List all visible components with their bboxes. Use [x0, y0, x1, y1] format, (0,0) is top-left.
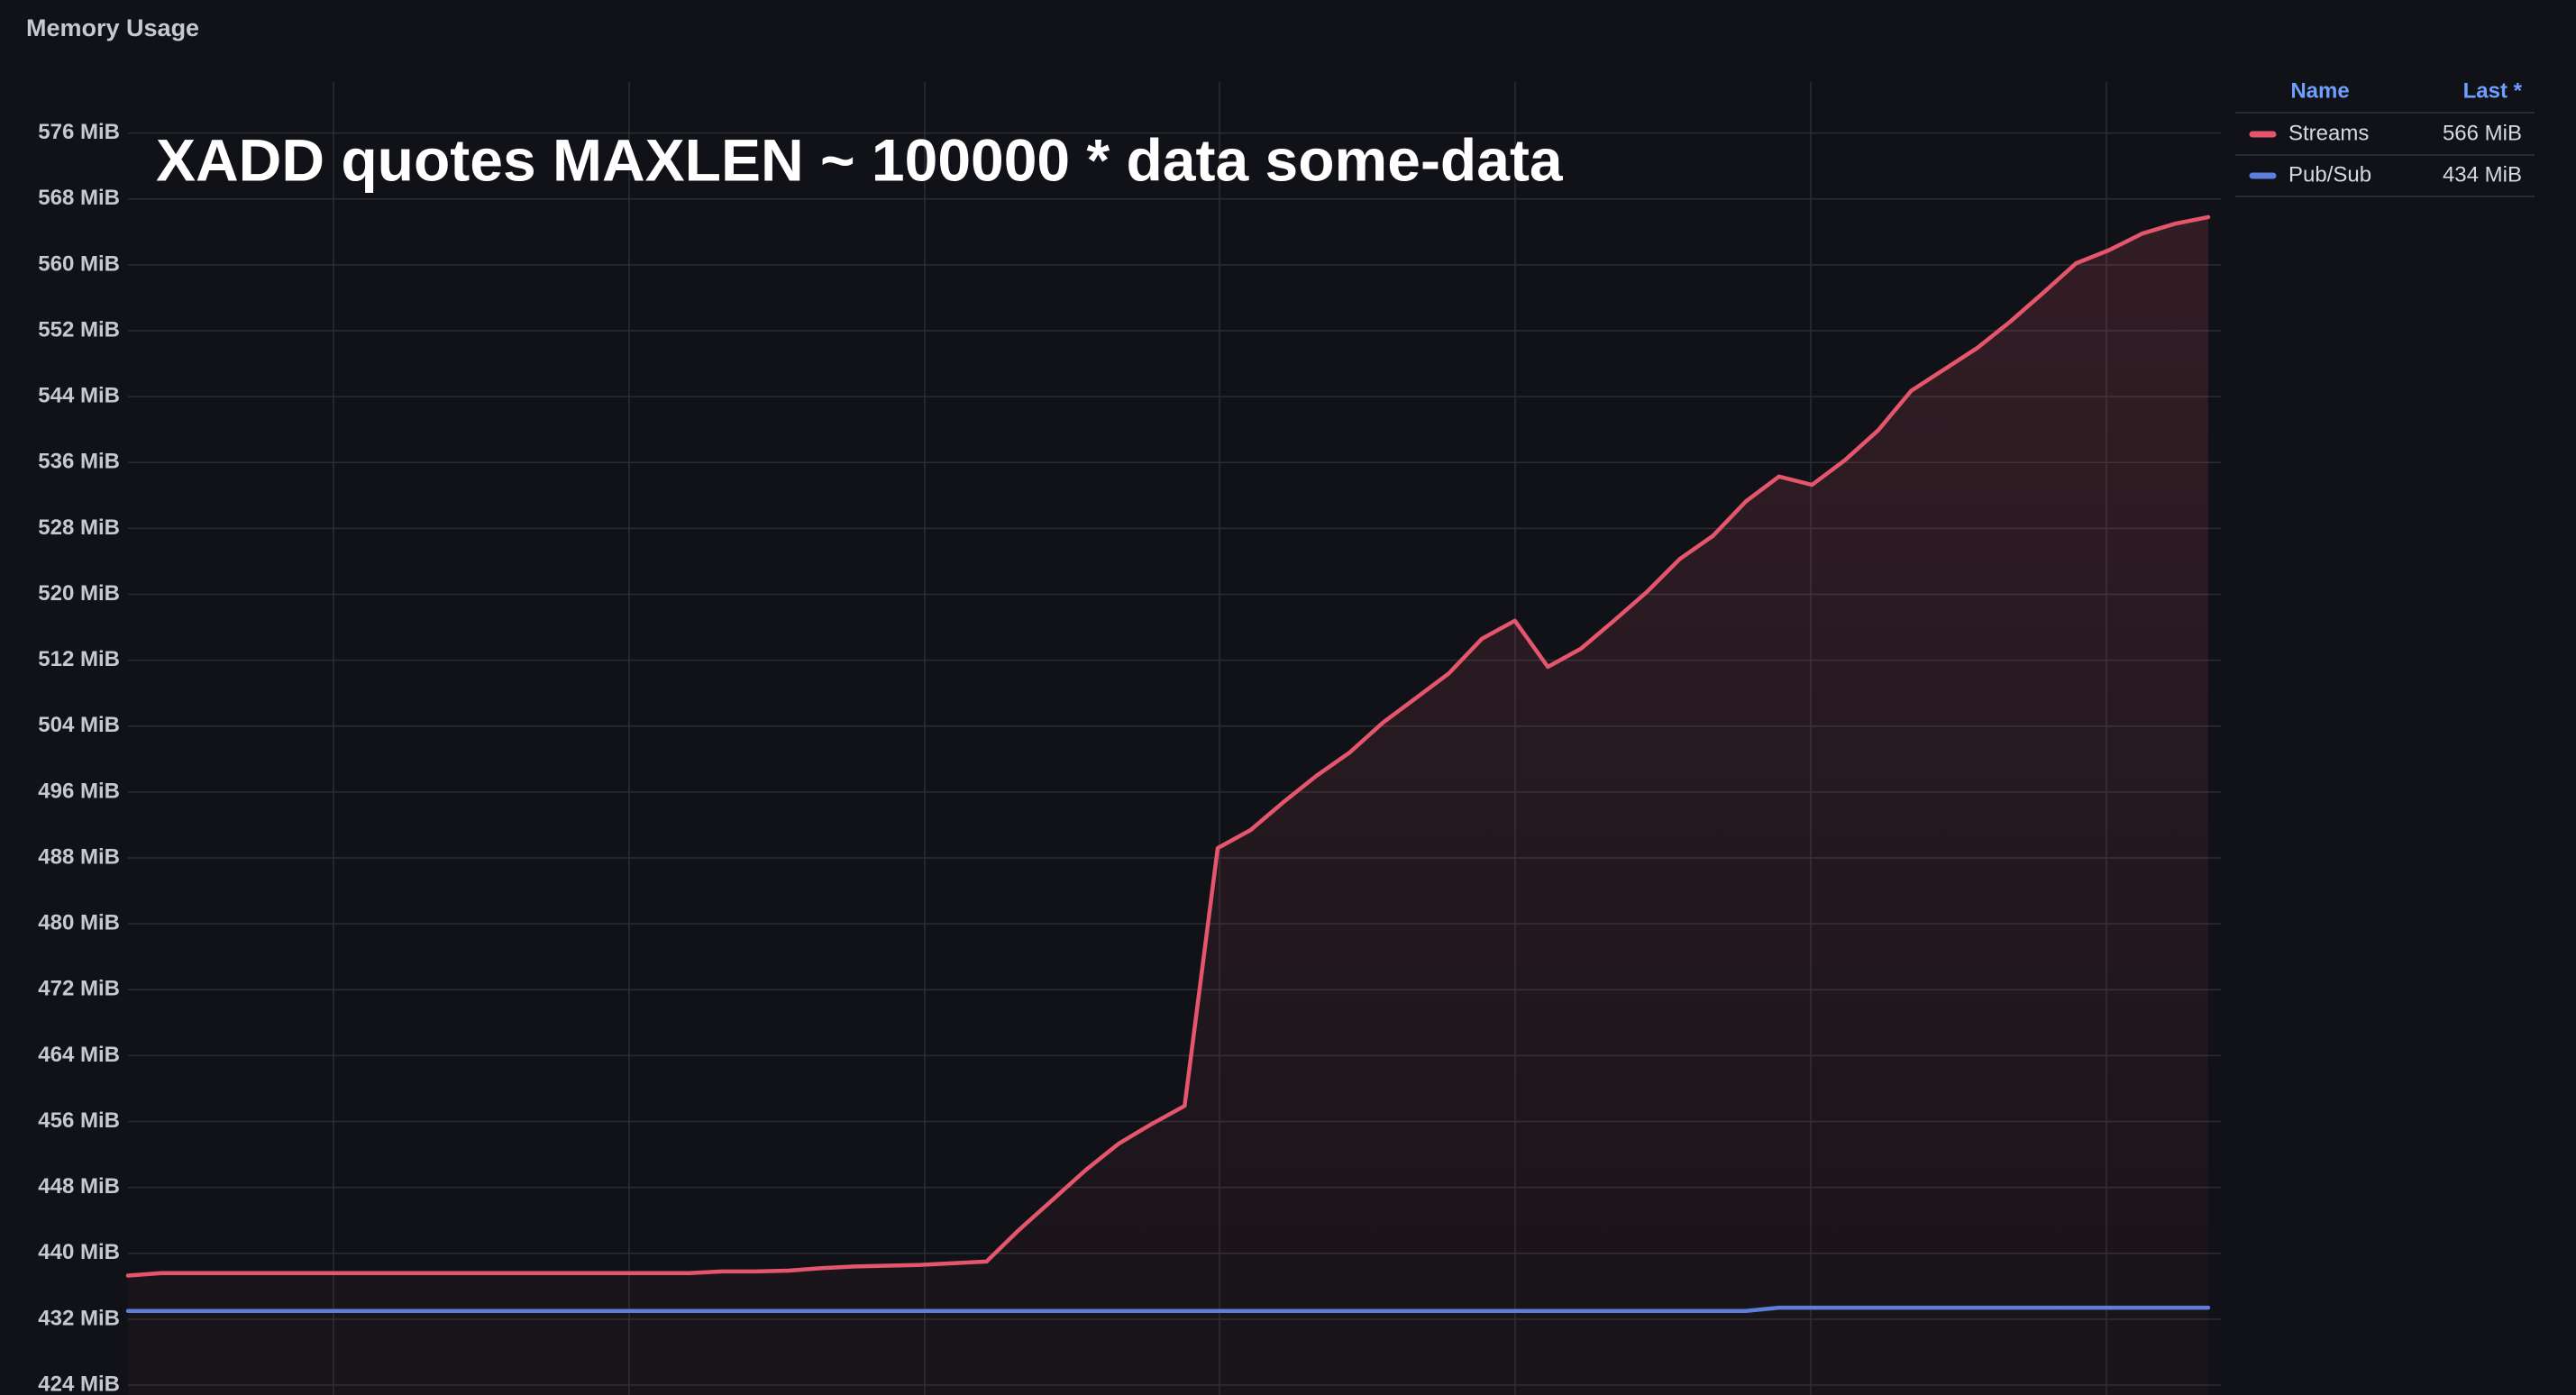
y-tick-label: 432 MiB: [38, 1306, 120, 1330]
legend-header: Name: [2290, 78, 2349, 103]
y-tick-label: 528 MiB: [38, 515, 120, 540]
legend-last: 566 MiB: [2443, 121, 2522, 145]
y-tick-label: 488 MiB: [38, 844, 120, 869]
y-tick-label: 552 MiB: [38, 317, 120, 342]
y-tick-label: 504 MiB: [38, 713, 120, 737]
y-tick-label: 576 MiB: [38, 120, 120, 144]
plot: [125, 214, 2211, 1395]
y-tick-label: 496 MiB: [38, 779, 120, 803]
y-tick-label: 520 MiB: [38, 581, 120, 606]
y-tick-label: 544 MiB: [38, 384, 120, 408]
y-tick-label: 480 MiB: [38, 911, 120, 935]
legend-last: 434 MiB: [2443, 162, 2522, 187]
y-tick-label: 424 MiB: [38, 1372, 120, 1395]
y-tick-label: 568 MiB: [38, 186, 120, 210]
y-tick-label: 512 MiB: [38, 647, 120, 671]
series-line: [125, 1305, 2211, 1314]
legend-header: Last *: [2463, 78, 2523, 103]
panel-title: Memory Usage: [26, 14, 199, 41]
series-area: [128, 216, 2208, 1395]
annotation: XADD quotes MAXLEN ~ 100000 * data some-…: [156, 126, 1564, 193]
legend: Name Last * Streams 566 MiB Pub/Sub 434 MiB: [2235, 78, 2535, 197]
y-tick-label: 440 MiB: [38, 1240, 120, 1264]
y-tick-label: 560 MiB: [38, 251, 120, 276]
y-tick-label: 464 MiB: [38, 1043, 120, 1067]
legend-name: Pub/Sub: [2288, 162, 2371, 187]
y-tick-label: 536 MiB: [38, 450, 120, 474]
y-tick-label: 472 MiB: [38, 977, 120, 1001]
y-tick-label: 448 MiB: [38, 1174, 120, 1199]
series-line: [125, 214, 2211, 1278]
y-tick-label: 456 MiB: [38, 1108, 120, 1133]
legend-name: Streams: [2288, 121, 2369, 145]
